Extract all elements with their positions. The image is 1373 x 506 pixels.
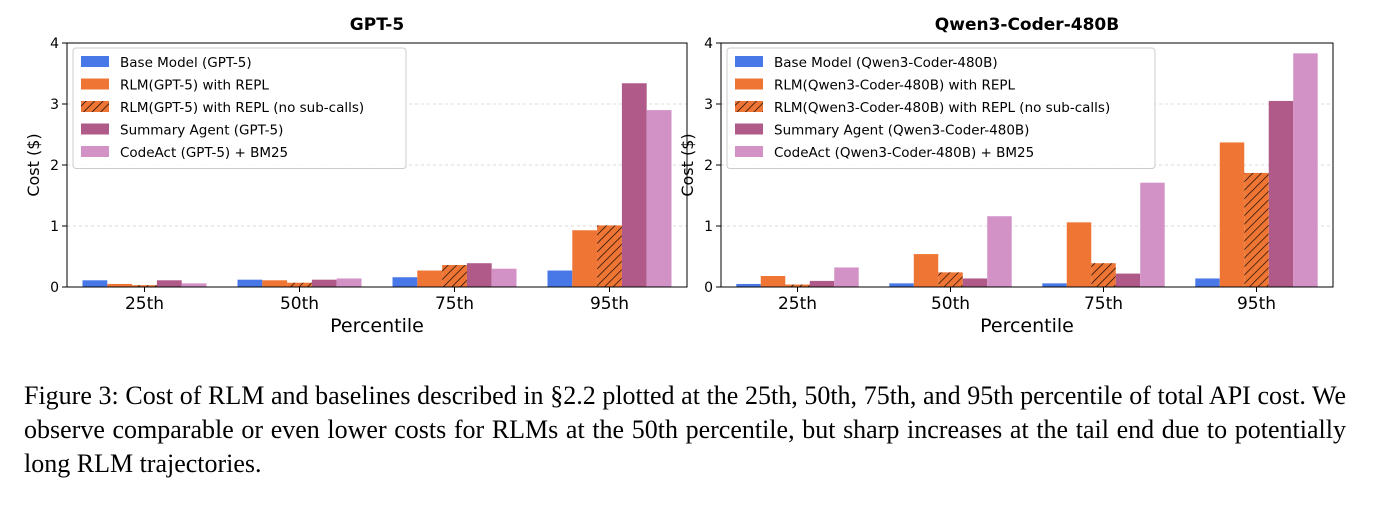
legend-label: Base Model (Qwen3-Coder-480B)	[774, 55, 998, 71]
bar	[547, 270, 573, 287]
bar	[962, 278, 988, 287]
legend-label: CodeAct (GPT-5) + BM25	[120, 145, 288, 161]
y-tick-label: 4	[50, 36, 59, 52]
legend-swatch	[735, 146, 763, 157]
bar	[1195, 278, 1220, 287]
y-tick-label: 0	[50, 280, 59, 296]
bar	[1268, 100, 1294, 287]
chart-panel-1: 0 1 2 3 4 25th 50th 75th 95th GPT-5 Percentile Cost…	[24, 15, 688, 337]
y-tick-label: 2	[50, 158, 59, 174]
legend-swatch	[81, 56, 109, 67]
axes-frame	[66, 42, 688, 288]
legend: Base Model (GPT-5) RLM(GPT-5) with REPL RL…	[72, 47, 407, 169]
bar	[466, 263, 492, 287]
bar	[181, 283, 207, 287]
chart-panel-2: 0 1 2 3 4 25th 50th 75th 95th Qwen3-Coder-480B Per…	[678, 15, 1334, 337]
bar	[1219, 142, 1245, 287]
bar	[417, 270, 443, 287]
bar-hatch	[1244, 172, 1269, 287]
bar-hatch	[132, 285, 157, 287]
bar	[392, 277, 418, 287]
bar	[1293, 53, 1318, 288]
x-tick-label: 95th	[1237, 294, 1276, 314]
bar	[621, 83, 647, 287]
bar	[809, 280, 835, 287]
legend-box	[726, 47, 1156, 169]
y-tick-label: 1	[704, 219, 713, 235]
legend-swatch	[735, 123, 763, 135]
legend-label: Summary Agent (GPT-5)	[120, 123, 283, 139]
legend-swatch-hatch	[81, 101, 109, 112]
x-tick-label: 50th	[280, 294, 319, 314]
figure-3: 0 1 2 3 4 25th 50th 75th 95th GPT-5 Percentile Cost…	[24, 15, 1334, 337]
bar	[82, 280, 108, 287]
legend-label: Summary Agent (Qwen3-Coder-480B)	[774, 123, 1029, 139]
y-tick-label: 3	[50, 97, 59, 113]
legend-label: RLM(Qwen3-Coder-480B) with REPL (no sub-…	[774, 100, 1110, 116]
bar	[760, 276, 786, 287]
bar-hatch	[442, 265, 467, 287]
bar	[1140, 182, 1165, 287]
legend-swatch	[735, 78, 763, 90]
bar	[311, 279, 337, 287]
legend-label: RLM(Qwen3-Coder-480B) with REPL	[774, 78, 1015, 94]
bar	[987, 216, 1012, 287]
x-tick-label: 25th	[125, 294, 164, 314]
y-tick-label: 1	[50, 219, 59, 235]
y-axis-label: Cost ($)	[24, 133, 43, 196]
bar	[237, 279, 263, 287]
bar	[913, 254, 939, 287]
chart-title: Qwen3-Coder-480B	[935, 15, 1119, 35]
axes-frame	[720, 42, 1334, 288]
bar	[646, 110, 672, 287]
x-tick-label: 95th	[590, 294, 629, 314]
legend-swatch	[81, 78, 109, 90]
bar	[1066, 222, 1092, 287]
legend-swatch	[81, 146, 109, 157]
x-axis-label: Percentile	[330, 315, 424, 337]
chart-title: GPT-5	[350, 15, 404, 35]
bar	[572, 230, 598, 287]
bar	[889, 283, 914, 287]
bar-hatch	[785, 284, 810, 287]
x-tick-label: 50th	[931, 294, 970, 314]
bar-hatch	[1091, 263, 1116, 287]
x-axis-label: Percentile	[980, 315, 1074, 337]
bar	[107, 283, 133, 287]
bar	[834, 267, 859, 287]
y-tick-label: 2	[704, 158, 713, 174]
bar	[491, 268, 517, 287]
bar	[1115, 273, 1141, 287]
legend-swatch-hatch	[735, 101, 763, 112]
bar	[736, 283, 761, 287]
legend-swatch	[735, 56, 763, 67]
legend: Base Model (Qwen3-Coder-480B) RLM(Qwen3-C…	[726, 47, 1156, 169]
legend-label: RLM(GPT-5) with REPL (no sub-calls)	[120, 100, 364, 116]
bar-hatch	[287, 282, 312, 287]
y-tick-label: 4	[704, 36, 713, 52]
x-tick-label: 25th	[778, 294, 817, 314]
x-tick-label: 75th	[435, 294, 474, 314]
y-axis-label: Cost ($)	[678, 133, 697, 196]
y-tick-label: 0	[704, 280, 713, 296]
bar	[336, 278, 362, 287]
legend-label: CodeAct (Qwen3-Coder-480B) + BM25	[774, 145, 1034, 161]
y-tick-label: 3	[704, 97, 713, 113]
legend-label: RLM(GPT-5) with REPL	[120, 78, 269, 94]
bar	[262, 280, 288, 287]
figure-caption: Figure 3: Cost of RLM and baselines desc…	[24, 381, 1346, 478]
legend-swatch	[81, 123, 109, 135]
bar-hatch	[597, 225, 622, 287]
bar-hatch	[938, 272, 963, 287]
bar	[156, 280, 182, 287]
bar	[1042, 283, 1067, 287]
x-tick-label: 75th	[1084, 294, 1123, 314]
legend-label: Base Model (GPT-5)	[120, 55, 252, 71]
legend-box	[72, 47, 407, 169]
